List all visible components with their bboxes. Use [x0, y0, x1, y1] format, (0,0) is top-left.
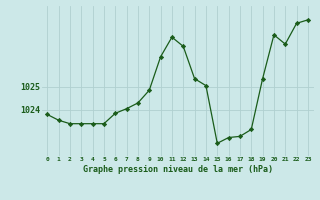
X-axis label: Graphe pression niveau de la mer (hPa): Graphe pression niveau de la mer (hPa)	[83, 165, 273, 174]
